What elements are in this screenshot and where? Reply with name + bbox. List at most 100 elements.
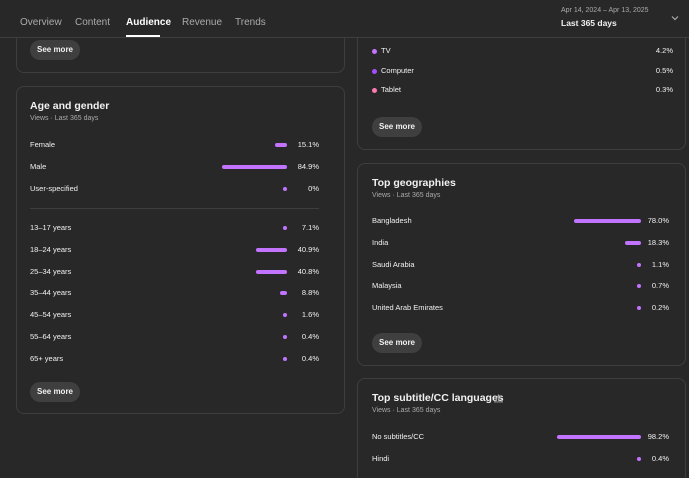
geography-row-value: 0.7%	[651, 281, 669, 291]
age-row: 18–24 years 40.9%	[30, 244, 319, 256]
gender-row-label: Male	[30, 162, 47, 171]
see-more-button[interactable]: See more	[30, 382, 80, 402]
age-gender-card: Age and gender Views · Last 365 days Fem…	[16, 86, 345, 414]
age-row-label: 25–34 years	[30, 266, 72, 276]
age-row-label: 55–64 years	[30, 332, 72, 341]
age-row-value: 40.8%	[297, 266, 319, 276]
geography-row: Saudi Arabia 1.1%	[372, 259, 669, 271]
subtitle-language-row-value: 98.2%	[647, 432, 669, 441]
gender-row-value: 15.1%	[297, 140, 319, 149]
device-row-computer: Computer 0.5%	[372, 65, 673, 77]
age-row-value: 1.6%	[301, 310, 319, 320]
percentage-dot	[637, 262, 641, 267]
age-row-label: 18–24 years	[30, 244, 72, 254]
percentage-bar	[275, 143, 287, 147]
gender-row-label: Female	[30, 140, 56, 149]
age-row-value: 0.4%	[301, 353, 319, 363]
geography-row-label: India	[372, 237, 389, 247]
analytics-header: Overview Content Audience Revenue Trends…	[0, 0, 689, 38]
tab-revenue[interactable]: Revenue	[182, 17, 223, 28]
card-title: Top subtitle/CC languages	[372, 392, 504, 404]
device-label: TV	[381, 46, 391, 55]
tab-trends[interactable]: Trends	[235, 17, 266, 28]
card-subtitle: Views · Last 365 days	[30, 115, 99, 122]
chevron-down-icon	[671, 16, 679, 21]
device-type-card: TV 4.2% Computer 0.5% Tablet 0.3% See mo…	[357, 20, 686, 150]
device-row-tv: TV 4.2%	[372, 45, 673, 57]
age-row: 25–34 years 40.8%	[30, 266, 319, 278]
geography-row-label: Saudi Arabia	[372, 259, 415, 269]
age-row-value: 8.8%	[301, 288, 319, 298]
legend-dot	[372, 69, 377, 74]
geography-row-label: United Arab Emirates	[372, 303, 443, 313]
age-row: 35–44 years 8.8%	[30, 287, 319, 299]
device-value: 0.3%	[655, 85, 673, 94]
percentage-bar	[222, 165, 287, 169]
legend-dot	[372, 49, 377, 54]
geography-row: Bangladesh 78.0%	[372, 215, 669, 227]
card-subtitle: Views · Last 365 days	[372, 407, 441, 414]
subtitle-language-row: No subtitles/CC 98.2%	[372, 431, 669, 443]
geography-row-value: 0.2%	[651, 303, 669, 313]
age-row-value: 40.9%	[297, 244, 319, 254]
percentage-bar	[256, 269, 287, 274]
age-row: 45–54 years 1.6%	[30, 309, 319, 321]
device-value: 4.2%	[655, 46, 673, 55]
tab-overview[interactable]: Overview	[20, 17, 62, 28]
percentage-dot	[637, 284, 641, 289]
percentage-bar	[280, 291, 287, 296]
geography-row: India 18.3%	[372, 237, 669, 249]
see-more-button[interactable]: See more	[372, 117, 422, 137]
device-label: Computer	[381, 66, 414, 75]
percentage-dot	[283, 226, 287, 230]
percentage-bar	[574, 219, 641, 223]
legend-dot	[372, 88, 377, 93]
age-row-label: 45–54 years	[30, 310, 72, 320]
geography-row: United Arab Emirates 0.2%	[372, 302, 669, 314]
top-subtitle-languages-card: Top subtitle/CC languages Views · Last 3…	[357, 378, 686, 478]
subtitle-language-row-value: 0.4%	[651, 454, 669, 463]
age-row: 65+ years 0.4%	[30, 353, 319, 365]
percentage-dot	[283, 335, 287, 339]
age-row-label: 13–17 years	[30, 223, 72, 232]
percentage-bar	[625, 240, 641, 245]
device-row-tablet: Tablet 0.3%	[372, 84, 673, 96]
percentage-bar	[256, 247, 287, 252]
gender-row: User-specified 0%	[30, 183, 319, 195]
age-row: 55–64 years 0.4%	[30, 331, 319, 343]
gender-row: Male 84.9%	[30, 161, 319, 173]
percentage-dot	[637, 457, 641, 461]
age-row-value: 7.1%	[301, 223, 319, 232]
tab-content[interactable]: Content	[75, 17, 111, 28]
gender-row-value: 84.9%	[297, 162, 319, 171]
geography-row-value: 78.0%	[647, 216, 669, 225]
warning-icon[interactable]	[494, 394, 503, 403]
subtitle-language-row: Hindi 0.4%	[372, 453, 669, 465]
percentage-dot	[283, 356, 287, 361]
geography-row-label: Malaysia	[372, 281, 402, 291]
device-label: Tablet	[381, 85, 402, 94]
see-more-button[interactable]: See more	[30, 40, 80, 60]
age-row-label: 35–44 years	[30, 288, 72, 298]
geography-row-label: Bangladesh	[372, 216, 412, 225]
percentage-dot	[637, 306, 641, 311]
age-row: 13–17 years 7.1%	[30, 222, 319, 234]
active-tab-indicator	[126, 35, 160, 37]
geography-row: Malaysia 0.7%	[372, 280, 669, 292]
gender-row: Female 15.1%	[30, 139, 319, 151]
card-title: Top geographies	[372, 177, 456, 189]
date-range-text: Apr 14, 2024 – Apr 13, 2025	[561, 7, 649, 14]
device-value: 0.5%	[655, 66, 673, 75]
age-row-label: 65+ years	[30, 353, 64, 363]
tab-audience[interactable]: Audience	[126, 17, 172, 28]
percentage-dot	[283, 313, 287, 318]
divider	[30, 208, 319, 209]
subtitle-language-row-label: Hindi	[372, 454, 390, 463]
see-more-button[interactable]: See more	[372, 333, 422, 353]
top-geographies-card: Top geographies Views · Last 365 days Ba…	[357, 163, 686, 366]
card-title: Age and gender	[30, 100, 110, 112]
card-subtitle: Views · Last 365 days	[372, 192, 441, 199]
percentage-dot	[283, 187, 287, 191]
geography-row-value: 18.3%	[647, 237, 669, 247]
date-range-label: Last 365 days	[561, 18, 617, 28]
